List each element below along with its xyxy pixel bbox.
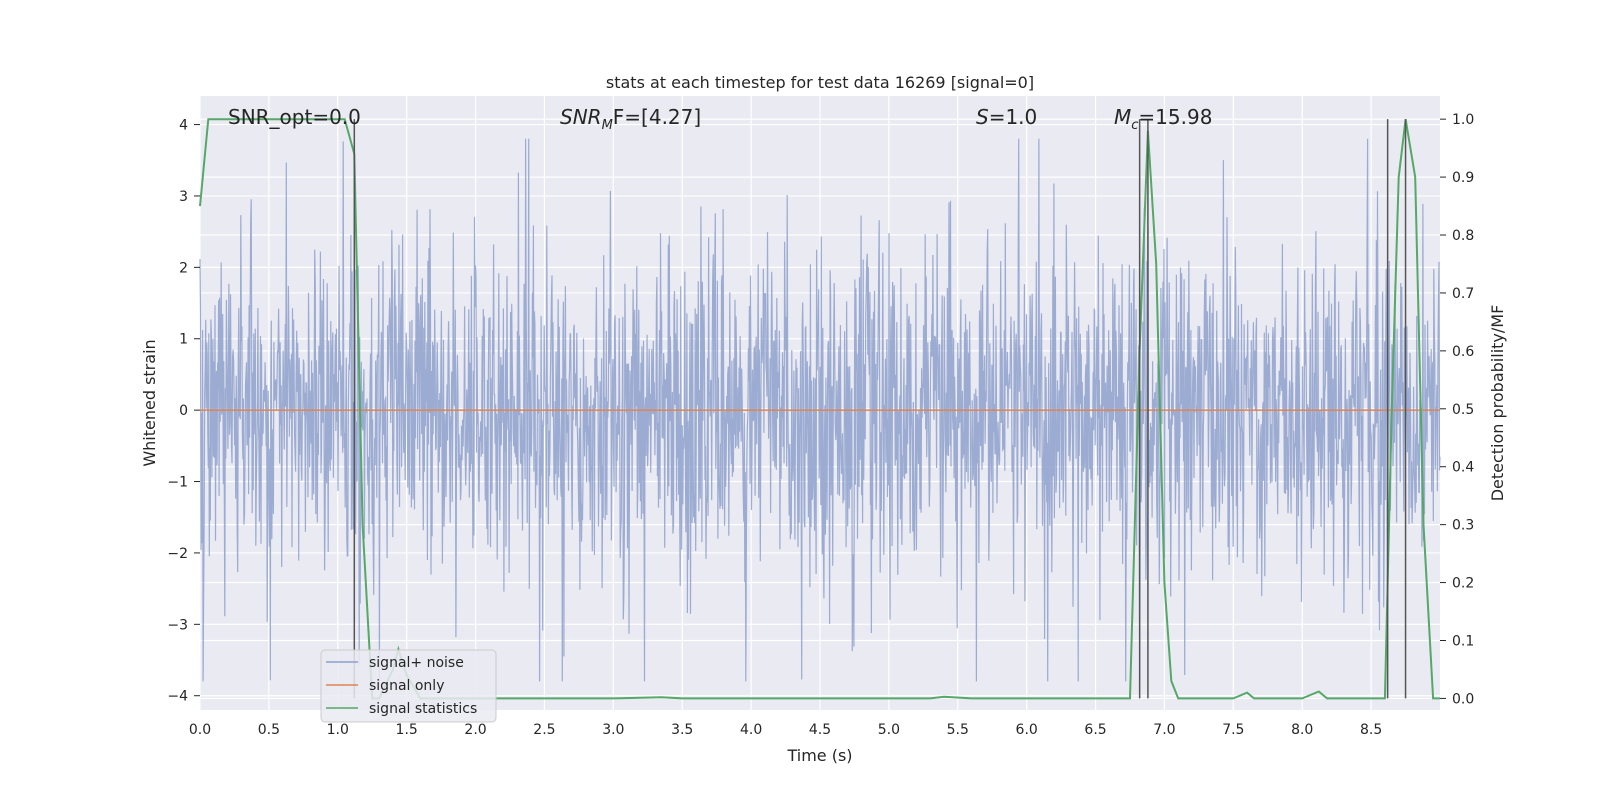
legend-label-signal-statistics: signal statistics <box>369 701 477 717</box>
annotation-mc: Mc=15.98 <box>1114 105 1212 133</box>
annotation-snr-opt: SNR_opt=0.0 <box>228 105 361 129</box>
y2-tick-label: 0.7 <box>1452 286 1474 302</box>
chart-title: stats at each timestep for test data 162… <box>606 73 1034 92</box>
y2-tick-label: 0.9 <box>1452 170 1474 186</box>
y2-axis-label: Detection probability/MF <box>1488 305 1507 502</box>
series-signal-statistics <box>199 118 1440 700</box>
y-tick-label: 0 <box>179 403 188 419</box>
annotation-s-var: S <box>976 105 989 129</box>
x-tick-label: 3.5 <box>671 722 693 738</box>
y-tick-label: −1 <box>167 475 188 491</box>
x-tick-label: 4.0 <box>740 722 762 738</box>
y-tick-label: 2 <box>179 260 188 276</box>
legend-label-signal-only: signal only <box>369 678 444 694</box>
x-tick-label: 7.5 <box>1222 722 1244 738</box>
legend-box <box>320 649 497 723</box>
y-axis-label: Whitened strain <box>140 339 159 466</box>
y-tick-label: −3 <box>167 617 188 633</box>
x-tick-label: 3.0 <box>602 722 624 738</box>
annotation-snr-mf-sub: M <box>602 118 613 133</box>
legend: signal+ noise signal only signal statist… <box>320 649 497 723</box>
x-tick-label: 6.5 <box>1084 722 1106 738</box>
annotation-snr-mf: SNRMF=[4.27] <box>560 105 701 133</box>
x-tick-label: 7.0 <box>1153 722 1175 738</box>
x-tick-label: 0.0 <box>189 722 211 738</box>
y-axis-right: 1.0 0.9 0.8 0.7 0.6 0.5 0.4 0.3 0.2 0.1 0.0 <box>1440 112 1474 707</box>
y-tick-label: 3 <box>179 189 188 205</box>
x-tick-label: 6.0 <box>1016 722 1038 738</box>
y-axis-left: 4 3 2 1 0 −1 −2 −3 −4 <box>167 118 200 705</box>
annotation-snr-mf-var: SNR <box>560 105 602 129</box>
x-tick-label: 1.0 <box>327 722 349 738</box>
y2-tick-label: 0.8 <box>1452 228 1474 244</box>
annotation-s-val: =1.0 <box>989 105 1038 129</box>
x-tick-label: 4.5 <box>809 722 831 738</box>
x-tick-label: 2.0 <box>464 722 486 738</box>
y2-tick-label: 1.0 <box>1452 112 1474 128</box>
x-tick-label: 2.5 <box>533 722 555 738</box>
annotation-s: S=1.0 <box>976 105 1037 129</box>
y2-tick-label: 0.4 <box>1452 460 1474 476</box>
series-signal-plus-noise <box>199 138 1441 682</box>
y-tick-label: 4 <box>179 118 188 134</box>
y-tick-label: −2 <box>167 546 188 562</box>
x-tick-label: 8.0 <box>1291 722 1313 738</box>
signal-statistics-line <box>199 118 1440 700</box>
y2-tick-label: 0.1 <box>1452 633 1474 649</box>
event-lines <box>353 119 1407 699</box>
y-tick-label: −4 <box>167 689 188 705</box>
x-tick-label: 5.5 <box>947 722 969 738</box>
y2-tick-label: 0.0 <box>1452 691 1474 707</box>
y2-tick-label: 0.6 <box>1452 344 1474 360</box>
annotation-mc-var: M <box>1114 105 1131 129</box>
y2-tick-label: 0.3 <box>1452 518 1474 534</box>
x-axis-label: Time (s) <box>786 746 852 765</box>
y2-tick-label: 0.2 <box>1452 576 1474 592</box>
noise-line <box>199 138 1441 682</box>
legend-label-signal-plus-noise: signal+ noise <box>369 655 464 671</box>
x-tick-label: 5.0 <box>878 722 900 738</box>
y2-tick-label: 0.5 <box>1452 402 1474 418</box>
annotation-snr-mf-val: F=[4.27] <box>613 105 701 129</box>
annotation-mc-val: =15.98 <box>1138 105 1212 129</box>
x-tick-label: 0.5 <box>258 722 280 738</box>
x-axis: 0.0 0.5 1.0 1.5 2.0 2.5 3.0 3.5 4.0 4.5 5.0 5.5 6.0 6… <box>189 722 1382 738</box>
y-tick-label: 1 <box>179 332 188 348</box>
x-tick-label: 8.5 <box>1360 722 1382 738</box>
x-tick-label: 1.5 <box>396 722 418 738</box>
annotation-mc-sub: c <box>1131 118 1138 133</box>
